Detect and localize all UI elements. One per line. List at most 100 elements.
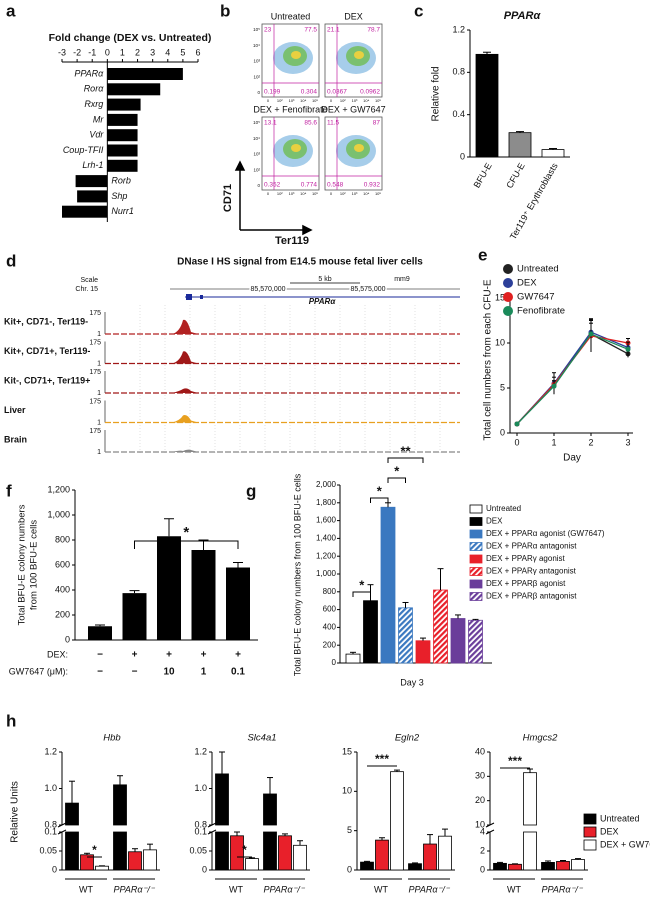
bar xyxy=(107,113,138,126)
track-label: Kit-, CD71+, Ter119+ xyxy=(4,375,90,385)
y-tick-label: 800 xyxy=(55,534,70,544)
track-label: Brain xyxy=(4,434,27,444)
x-tick-label: 10² xyxy=(277,191,283,196)
bar xyxy=(450,618,466,664)
x-tick-label: 6 xyxy=(195,47,200,57)
legend-label: DEX xyxy=(486,517,503,526)
bar xyxy=(556,861,570,871)
bar xyxy=(278,835,292,871)
x-tick-label: 10⁵ xyxy=(312,191,318,196)
x-tick-label: PPARα⁻/⁻ xyxy=(114,884,156,894)
significance: * xyxy=(242,843,247,857)
y-tick-label: 1.0 xyxy=(44,783,57,793)
series-line xyxy=(516,333,629,425)
quadrant-value: 23 xyxy=(264,27,272,34)
quadrant-value: 0.0962 xyxy=(360,89,380,96)
y-tick-label: 10 xyxy=(342,786,352,796)
quadrant-value: 77.5 xyxy=(304,27,317,34)
assembly-label: mm9 xyxy=(394,276,410,283)
bar xyxy=(143,849,157,871)
quadrant-value: 85.6 xyxy=(304,120,317,127)
legend-label: DEX xyxy=(517,278,537,289)
legend-marker xyxy=(503,264,513,274)
y-tick-label: 1,000 xyxy=(316,569,337,578)
legend-swatch xyxy=(583,826,597,838)
significance: * xyxy=(92,843,97,857)
bar xyxy=(380,506,396,664)
y-tick-label: 10 xyxy=(475,819,485,829)
bar xyxy=(415,640,431,664)
panel-label: g xyxy=(246,481,256,500)
bar xyxy=(390,771,404,871)
y-tick-label: 600 xyxy=(55,559,70,569)
x-tick-label: 10² xyxy=(340,191,346,196)
x-tick-label: 10⁵ xyxy=(312,98,318,103)
bar xyxy=(475,53,499,158)
legend-label: DEX + PPARγ antagonist xyxy=(486,567,577,576)
category-label: Mr xyxy=(93,114,104,124)
condition-label: DEX: xyxy=(47,649,68,659)
bar xyxy=(75,175,108,188)
panel-label: b xyxy=(220,1,230,20)
bar xyxy=(107,129,138,142)
y-tick-label: 0 xyxy=(500,427,505,437)
category-label: Rorα xyxy=(84,84,105,94)
y-tick-label: 5 xyxy=(500,382,505,392)
y-tick-label: 15 xyxy=(342,746,352,756)
x-tick-label: 1 xyxy=(120,47,125,57)
exon xyxy=(200,295,203,299)
series-line xyxy=(516,333,629,425)
track-max: 175 xyxy=(89,428,101,435)
bar xyxy=(128,851,142,871)
track-label: Kit+, CD71+, Ter119- xyxy=(4,346,90,356)
x-tick-label: 0 xyxy=(105,47,110,57)
y-tick-label: 10 xyxy=(495,337,505,347)
x-tick-label: 3 xyxy=(625,437,630,447)
y-tick-label: 15 xyxy=(495,292,505,302)
x-tick-label: 10⁴ xyxy=(363,98,369,103)
bar xyxy=(571,859,585,871)
bar xyxy=(398,607,413,664)
x-tick-label: 0 xyxy=(330,191,333,196)
y-tick-label: 1.2 xyxy=(452,24,465,34)
y-tick-label: 10⁴ xyxy=(253,43,260,48)
exon xyxy=(186,294,192,300)
condition-value: − xyxy=(97,650,103,661)
legend-label: DEX xyxy=(600,826,619,836)
bar xyxy=(263,831,277,871)
y-tick-label: 1,600 xyxy=(316,516,337,525)
y-tick-label: 2 xyxy=(480,845,485,855)
x-tick-label: 4 xyxy=(165,47,170,57)
x-tick-label: 10³ xyxy=(352,191,358,196)
track-peak xyxy=(172,319,198,334)
track-peak xyxy=(172,351,198,364)
legend-swatch xyxy=(583,839,597,851)
x-tick-label: -3 xyxy=(58,47,66,57)
x-tick-label: 10⁵ xyxy=(375,98,381,103)
axis-label: Day 3 xyxy=(400,677,424,687)
legend-label: DEX + PPARα agonist (GW7647) xyxy=(486,529,605,538)
bar xyxy=(191,550,216,640)
y-tick-label: 600 xyxy=(323,605,337,614)
bar xyxy=(107,98,141,111)
x-tick-label: BFU-E xyxy=(472,161,494,189)
panel-label: e xyxy=(478,245,487,264)
y-tick-label: 0 xyxy=(480,864,485,874)
track-peak xyxy=(172,449,198,452)
y-tick-label: 1,200 xyxy=(47,484,70,494)
bar xyxy=(523,772,537,826)
legend-label: GW7647 xyxy=(517,292,555,303)
x-tick-label: WT xyxy=(507,884,521,894)
x-tick-label: 10³ xyxy=(289,98,295,103)
bar xyxy=(345,653,361,664)
panel-label: c xyxy=(414,1,423,20)
legend-label: DEX + PPARβ antagonist xyxy=(486,592,577,601)
track-max: 175 xyxy=(89,339,101,346)
y-tick-label: 400 xyxy=(55,584,70,594)
x-tick-label: 10³ xyxy=(289,191,295,196)
bar xyxy=(65,831,79,871)
axis-label: Total BFU-E colony numbers from 100 BFU-… xyxy=(292,473,302,676)
point xyxy=(625,346,631,352)
axis-label: from 100 BFU-E cells xyxy=(29,520,40,611)
